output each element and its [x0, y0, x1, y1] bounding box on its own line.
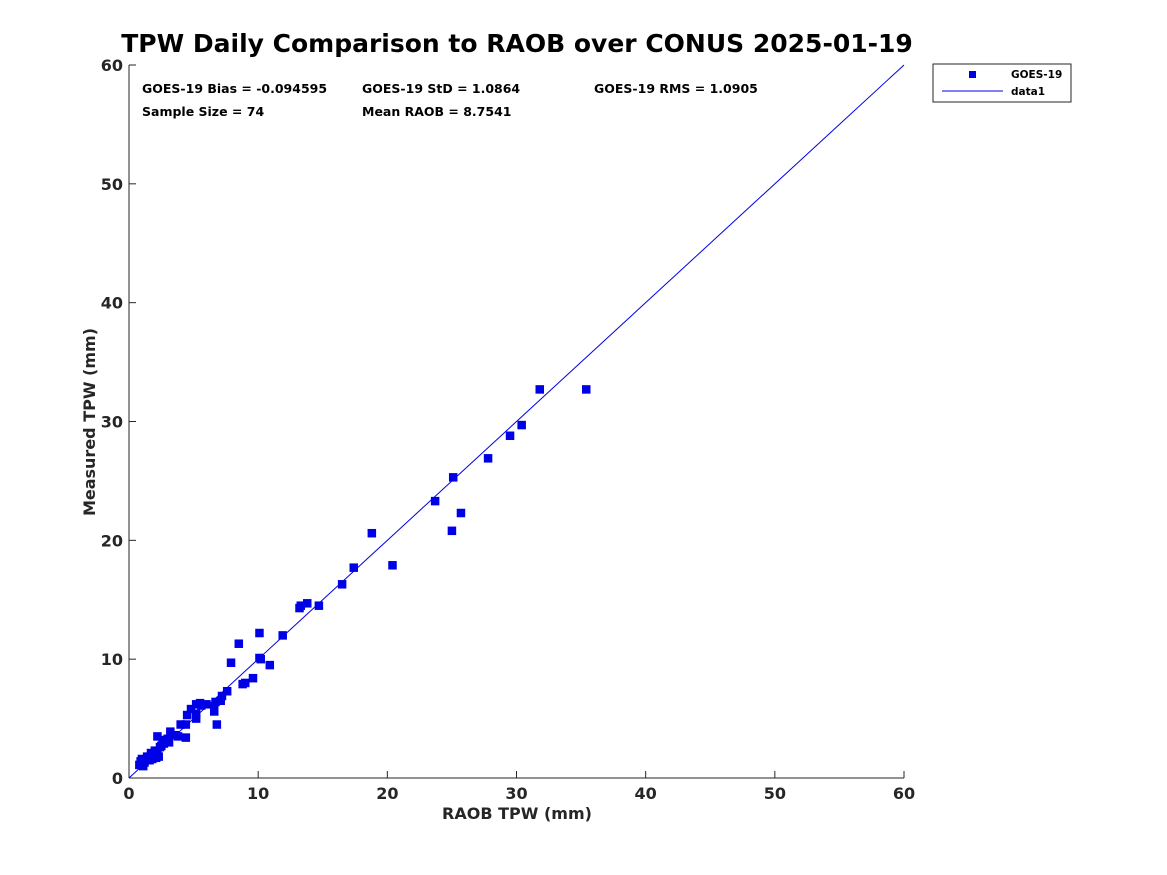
data-point-goes19: [222, 687, 232, 696]
data-marks: [128, 64, 905, 779]
data-point-goes19: [483, 454, 493, 463]
data-point-goes19: [182, 710, 192, 720]
stat-mean-raob: Mean RAOB = 8.7541: [362, 104, 511, 119]
x-tick-label: 20: [376, 784, 398, 803]
stat-std: GOES-19 StD = 1.0864: [362, 81, 520, 96]
data-point-goes19: [155, 742, 165, 752]
data-point-goes19: [153, 732, 162, 741]
data-point-goes19: [278, 631, 287, 640]
data-point-goes19: [314, 601, 324, 610]
stat-rms: GOES-19 RMS = 1.0905: [594, 81, 758, 96]
data-point-goes19: [255, 653, 264, 663]
legend-box: [932, 63, 1072, 103]
data-point-goes19: [212, 720, 222, 729]
data-point-goes19: [505, 431, 515, 441]
x-tick-label: 10: [247, 784, 269, 803]
data-point-goes19: [535, 385, 544, 394]
y-tick-label: 60: [101, 56, 123, 75]
legend-label-data1: data1: [1011, 86, 1045, 98]
y-tick-label: 10: [101, 650, 123, 669]
data-point-goes19: [430, 496, 440, 506]
data-point-goes19: [337, 580, 347, 589]
data-point-goes19: [265, 660, 275, 670]
data-point-goes19: [248, 673, 258, 683]
data-point-goes19: [210, 707, 219, 716]
data-point-goes19: [367, 528, 377, 538]
data-point-goes19: [296, 601, 306, 610]
data-point-goes19: [211, 697, 220, 707]
data-point-goes19: [582, 385, 591, 394]
y-tick-label: 40: [101, 294, 123, 313]
data-point-goes19: [517, 420, 526, 430]
x-axis-label: RAOB TPW (mm): [442, 804, 592, 823]
data-point-goes19: [217, 691, 227, 701]
data-point-goes19: [226, 658, 236, 667]
data-point-goes19: [191, 714, 201, 723]
data-point-goes19: [234, 639, 244, 648]
data-point-goes19: [447, 526, 457, 536]
data-point-goes19: [150, 746, 160, 755]
data-point-goes19: [176, 720, 185, 729]
stat-sample-size: Sample Size = 74: [142, 104, 264, 119]
data-point-goes19: [303, 599, 312, 608]
data-point-goes19: [349, 563, 358, 572]
y-tick-label: 30: [101, 413, 123, 432]
data-point-goes19: [255, 628, 264, 638]
data-point-goes19: [168, 730, 178, 740]
data-point-goes19: [202, 700, 211, 709]
axis-ticks: 0 10 20 30 40 50 60 0 10 20 30 40 50 60: [101, 56, 915, 803]
data-point-goes19: [448, 473, 458, 482]
data-point-goes19: [135, 760, 144, 770]
data-point-goes19: [388, 561, 397, 570]
data-point-goes19: [158, 738, 167, 747]
data-point-goes19: [181, 720, 191, 729]
x-tick-label: 40: [635, 784, 657, 803]
data-point-goes19: [456, 508, 466, 518]
legend-label-goes19: GOES-19: [1011, 69, 1062, 81]
data-point-goes19: [195, 698, 205, 708]
legend[interactable]: GOES-19 data1: [932, 63, 1072, 103]
x-tick-label: 30: [505, 784, 527, 803]
stat-bias: GOES-19 Bias = -0.094595: [142, 81, 327, 96]
plot-area: 0 10 20 30 40 50 60 0 10 20 30 40 50 60: [101, 56, 915, 803]
y-axis-label: Measured TPW (mm): [80, 328, 99, 516]
data-point-goes19: [210, 702, 219, 711]
y-tick-label: 50: [101, 175, 123, 194]
data-point-goes19: [216, 696, 225, 706]
y-tick-label: 0: [112, 769, 123, 788]
x-tick-label: 50: [764, 784, 786, 803]
x-tick-label: 0: [123, 784, 134, 803]
data-point-goes19: [186, 704, 196, 714]
legend-marker-goes19: [969, 71, 976, 78]
data-point-goes19: [181, 733, 191, 742]
data-point-goes19: [241, 678, 250, 688]
y-tick-label: 20: [101, 531, 123, 550]
x-tick-label: 60: [893, 784, 915, 803]
data-point-goes19: [142, 752, 152, 761]
data-point-goes19: [191, 709, 201, 719]
chart-title: TPW Daily Comparison to RAOB over CONUS …: [121, 29, 913, 58]
